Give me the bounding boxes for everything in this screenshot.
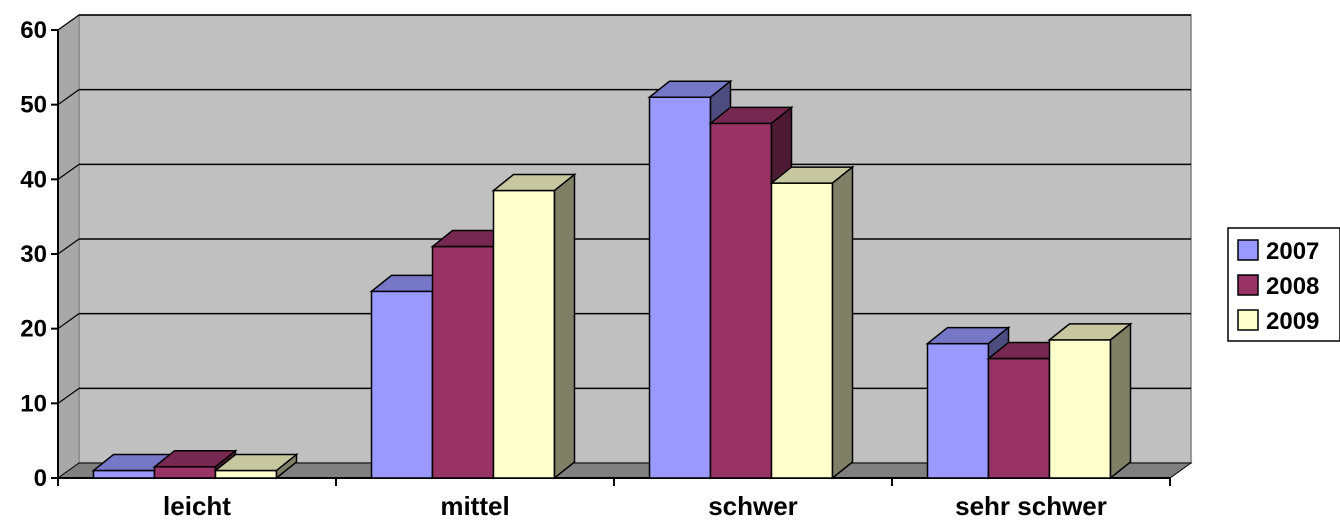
- gridline-side: [57, 313, 80, 330]
- x-category-label: leicht: [163, 491, 231, 521]
- bar-front: [431, 245, 495, 479]
- bar-front: [492, 189, 556, 479]
- x-category-label: schwer: [708, 491, 798, 521]
- y-tick-label: 20: [20, 316, 47, 343]
- bar-side: [553, 172, 576, 480]
- x-category-label: mittel: [440, 491, 509, 521]
- y-tick-label: 10: [20, 390, 47, 417]
- y-tick-label: 0: [34, 465, 47, 492]
- bar-front: [926, 342, 990, 479]
- y-tick-label: 30: [20, 241, 47, 268]
- bar-front: [214, 469, 278, 479]
- legend-swatch: [1237, 239, 1259, 261]
- y-tick-label: 50: [20, 92, 47, 119]
- y-tick-label: 60: [20, 17, 47, 44]
- legend-swatch: [1237, 309, 1259, 331]
- gridline-side: [57, 387, 80, 404]
- y-tick-label: 40: [20, 166, 47, 193]
- legend-label: 2009: [1266, 308, 1319, 335]
- bar-front: [987, 357, 1051, 479]
- x-category-label: sehr schwer: [955, 491, 1107, 521]
- bar-front: [92, 469, 156, 479]
- bar-side: [831, 165, 854, 480]
- bar-front: [648, 96, 712, 479]
- bar-front: [709, 122, 773, 479]
- gridline-side: [57, 14, 80, 31]
- legend-swatch: [1237, 274, 1259, 296]
- bar-side: [1109, 322, 1132, 480]
- legend-label: 2008: [1266, 273, 1319, 300]
- bar-front: [1048, 339, 1112, 479]
- bar-side: [275, 452, 298, 480]
- bar-front: [153, 466, 217, 479]
- legend-label: 2007: [1266, 238, 1319, 265]
- gridline-side: [57, 89, 80, 106]
- bar-front: [370, 290, 434, 479]
- gridline-side: [57, 163, 80, 180]
- gridline-side: [57, 238, 80, 255]
- bar-front: [770, 182, 834, 479]
